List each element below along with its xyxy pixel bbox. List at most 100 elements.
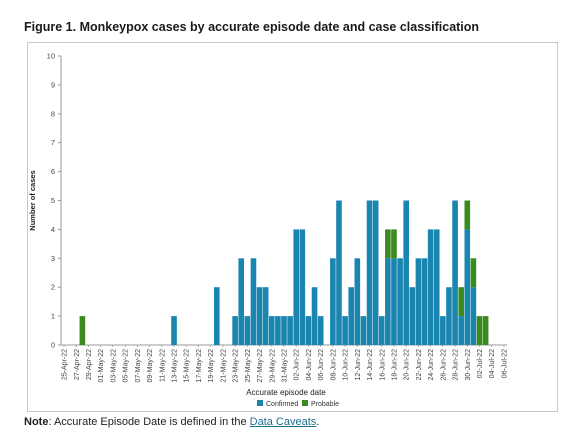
bar-probable-29-Jun-22 bbox=[458, 287, 464, 317]
x-tick-label: 28-Jun-22 bbox=[453, 349, 460, 381]
bar-confirmed-09-Jun-22 bbox=[336, 200, 342, 345]
bar-confirmed-20-May-22 bbox=[213, 287, 220, 345]
x-tick-label: 02-Jul-22 bbox=[477, 349, 484, 378]
x-tick-label: 04-Jun-22 bbox=[306, 349, 313, 381]
x-tick-label: 14-Jun-22 bbox=[367, 349, 374, 381]
bar-confirmed-29-May-22 bbox=[268, 316, 275, 345]
y-tick-label: 4 bbox=[51, 225, 55, 234]
x-tick-label: 24-Jun-22 bbox=[428, 349, 435, 381]
x-tick-label: 20-Jun-22 bbox=[404, 349, 411, 381]
bar-confirmed-18-Jun-22 bbox=[391, 258, 397, 345]
x-tick-label: 25-May-22 bbox=[245, 349, 252, 383]
legend-swatch-confirmed bbox=[257, 400, 263, 406]
x-tick-label: 08-Jun-22 bbox=[330, 349, 337, 381]
x-tick-label: 11-May-22 bbox=[159, 349, 166, 382]
bar-probable-30-Jun-22 bbox=[464, 200, 471, 230]
bar-confirmed-27-Jun-22 bbox=[446, 287, 452, 345]
x-tick-label: 06-Jul-22 bbox=[501, 349, 508, 378]
y-tick-label: 3 bbox=[51, 254, 55, 263]
bar-confirmed-26-May-22 bbox=[250, 258, 257, 345]
x-tick-label: 27-May-22 bbox=[257, 349, 264, 383]
y-tick-label: 5 bbox=[51, 196, 55, 205]
bar-probable-02-Jul-22 bbox=[476, 316, 483, 345]
bar-confirmed-26-Jun-22 bbox=[440, 316, 446, 345]
x-tick-label: 23-May-22 bbox=[233, 349, 240, 383]
data-caveats-link[interactable]: Data Caveats bbox=[249, 416, 317, 428]
bar-confirmed-31-May-22 bbox=[281, 316, 287, 345]
x-tick-label: 19-May-22 bbox=[208, 349, 215, 383]
y-tick-label: 8 bbox=[51, 109, 55, 118]
bar-confirmed-02-Jun-22 bbox=[293, 229, 300, 345]
y-tick-label: 10 bbox=[47, 52, 55, 61]
x-tick-label: 25-Apr-22 bbox=[62, 349, 69, 380]
bar-confirmed-28-May-22 bbox=[262, 287, 269, 345]
bar-confirmed-13-May-22 bbox=[171, 316, 177, 345]
legend-label-confirmed: Confirmed bbox=[266, 401, 298, 408]
bar-confirmed-27-May-22 bbox=[256, 287, 263, 345]
bar-confirmed-03-Jun-22 bbox=[299, 229, 306, 345]
x-tick-label: 03-May-22 bbox=[110, 349, 117, 383]
x-tick-label: 01-May-22 bbox=[98, 349, 105, 383]
bar-confirmed-29-Jun-22 bbox=[458, 316, 464, 345]
y-tick-label: 6 bbox=[51, 167, 55, 176]
x-tick-label: 30-Jun-22 bbox=[465, 349, 472, 381]
note: Note: Accurate Episode Date is defined i… bbox=[24, 416, 319, 428]
x-tick-label: 21-May-22 bbox=[220, 349, 227, 383]
y-tick-label: 9 bbox=[51, 80, 55, 89]
x-tick-label: 05-May-22 bbox=[123, 349, 130, 383]
bar-confirmed-22-Jun-22 bbox=[415, 258, 422, 345]
bar-confirmed-15-Jun-22 bbox=[372, 200, 379, 345]
legend-label-probable: Probable bbox=[311, 401, 339, 408]
y-axis-title: Number of cases bbox=[28, 170, 37, 230]
bar-confirmed-17-Jun-22 bbox=[385, 258, 391, 345]
bar-confirmed-20-Jun-22 bbox=[403, 200, 409, 345]
chart-area: 0 1 2 3 4 5 6 7 8 9 10 25-Apr-22 27-Apr-22 29-Apr-22 0… bbox=[27, 42, 558, 412]
bar-confirmed-30-Jun-22 bbox=[464, 229, 471, 345]
x-tick-label: 04-Jul-22 bbox=[489, 349, 496, 378]
bar-probable-01-Jul-22 bbox=[470, 258, 477, 288]
x-tick-label: 02-Jun-22 bbox=[294, 349, 301, 381]
bar-probable-17-Jun-22 bbox=[385, 229, 391, 259]
note-label: Note bbox=[24, 416, 49, 428]
x-tick-label: 29-May-22 bbox=[269, 349, 276, 383]
x-tick-label: 07-May-22 bbox=[135, 349, 142, 383]
legend-swatch-probable bbox=[302, 400, 308, 406]
bar-confirmed-08-Jun-22 bbox=[330, 258, 336, 345]
bar-probable-03-Jul-22 bbox=[482, 316, 489, 345]
bar-confirmed-01-Jul-22 bbox=[470, 287, 477, 345]
x-tick-label: 15-May-22 bbox=[184, 349, 191, 383]
bar-confirmed-01-Jun-22 bbox=[287, 316, 293, 345]
x-axis-title: Accurate episode date bbox=[246, 388, 326, 397]
y-tick-label: 0 bbox=[51, 341, 55, 350]
x-tick-label: 18-Jun-22 bbox=[391, 349, 398, 381]
note-end: . bbox=[316, 416, 320, 428]
bar-confirmed-04-Jun-22 bbox=[305, 316, 312, 345]
figure-title: Figure 1. Monkeypox cases by accurate ep… bbox=[24, 20, 480, 34]
y-tick-label: 2 bbox=[51, 283, 55, 292]
x-tick-label: 17-May-22 bbox=[196, 349, 203, 383]
x-tick-label: 29-Apr-22 bbox=[86, 349, 93, 380]
bar-confirmed-24-Jun-22 bbox=[427, 229, 434, 345]
x-tick-label: 27-Apr-22 bbox=[74, 349, 81, 380]
bar-confirmed-13-Jun-22 bbox=[360, 316, 367, 345]
x-tick-label: 09-May-22 bbox=[147, 349, 154, 383]
y-tick-label: 7 bbox=[51, 138, 55, 147]
bar-confirmed-25-Jun-22 bbox=[433, 229, 440, 345]
bar-confirmed-28-Jun-22 bbox=[452, 200, 458, 345]
x-tick-label: 16-Jun-22 bbox=[379, 349, 386, 381]
bar-chart: 0 1 2 3 4 5 6 7 8 9 10 25-Apr-22 27-Apr-22 29-Apr-22 0… bbox=[28, 52, 508, 409]
bar-confirmed-10-Jun-22 bbox=[342, 316, 348, 345]
bar-probable-18-Jun-22 bbox=[391, 229, 397, 259]
bar-confirmed-23-May-22 bbox=[232, 316, 238, 345]
x-tick-label: 31-May-22 bbox=[282, 349, 289, 383]
bar-confirmed-24-May-22 bbox=[238, 258, 245, 345]
x-tick-label: 26-Jun-22 bbox=[440, 349, 447, 381]
bar-confirmed-14-Jun-22 bbox=[366, 200, 373, 345]
bar-confirmed-05-Jun-22 bbox=[311, 287, 318, 345]
bar-confirmed-12-Jun-22 bbox=[354, 258, 361, 345]
x-tick-label: 13-May-22 bbox=[172, 349, 179, 383]
note-text: : Accurate Episode Date is defined in th… bbox=[48, 416, 250, 428]
x-tick-label: 06-Jun-22 bbox=[318, 349, 325, 381]
x-tick-label: 22-Jun-22 bbox=[416, 349, 423, 381]
bar-confirmed-21-Jun-22 bbox=[409, 287, 416, 345]
